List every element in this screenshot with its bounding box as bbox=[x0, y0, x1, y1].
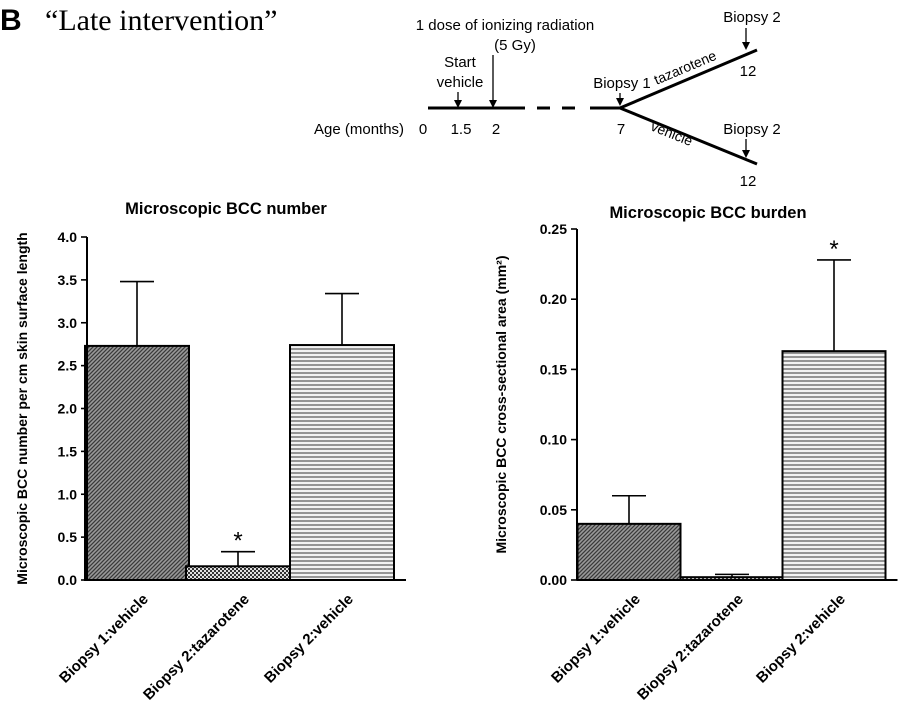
radiation-label-line2: (5 Gy) bbox=[494, 37, 536, 54]
chart-title: Microscopic BCC number bbox=[125, 200, 327, 218]
y-tick-label: 2.5 bbox=[58, 358, 78, 374]
category-label: Biopsy 1:vehicle bbox=[56, 591, 152, 687]
category-label: Biopsy 2:tazarotene bbox=[140, 591, 253, 704]
radiation-label-line1: 1 dose of ionizing radiation bbox=[416, 17, 594, 34]
significance-marker: * bbox=[829, 236, 838, 263]
start-vehicle-arrowhead bbox=[454, 100, 462, 108]
biopsy1-arrowhead bbox=[616, 98, 624, 106]
y-tick-label: 4.0 bbox=[58, 229, 78, 245]
biopsy1-label: Biopsy 1 bbox=[593, 75, 651, 92]
radiation-arrowhead bbox=[489, 100, 497, 108]
branch-tazarotene bbox=[619, 48, 758, 110]
age-tick-12-top: 12 bbox=[740, 63, 757, 80]
biopsy2-top-arrowhead bbox=[742, 42, 750, 50]
age-tick-2: 2 bbox=[492, 121, 500, 138]
biopsy2-bottom-arrowhead bbox=[742, 150, 750, 158]
y-axis-label: Microscopic BCC number per cm skin surfa… bbox=[14, 232, 30, 584]
start-label-line2: vehicle bbox=[437, 74, 484, 91]
category-label: Biopsy 1:vehicle bbox=[548, 591, 644, 687]
y-tick-label: 1.0 bbox=[58, 486, 78, 502]
y-tick-label: 1.5 bbox=[58, 443, 78, 459]
y-tick-label: 0.20 bbox=[540, 291, 567, 307]
age-tick-12-bottom: 12 bbox=[740, 173, 757, 190]
y-axis-label: Microscopic BCC cross-sectional area (mm… bbox=[493, 256, 509, 554]
category-label: Biopsy 2:vehicle bbox=[261, 591, 357, 687]
timeline: 1 dose of ionizing radiation (5 Gy) Star… bbox=[314, 9, 781, 190]
y-tick-label: 0.15 bbox=[540, 361, 567, 377]
age-tick-7: 7 bbox=[617, 121, 625, 138]
y-tick-label: 2.0 bbox=[58, 401, 78, 417]
biopsy2-bottom-label: Biopsy 2 bbox=[723, 121, 781, 138]
branch-vehicle bbox=[619, 106, 758, 166]
age-tick-1-5: 1.5 bbox=[451, 121, 472, 138]
category-label: Biopsy 2:vehicle bbox=[753, 591, 849, 687]
biopsy2-top-label: Biopsy 2 bbox=[723, 9, 781, 26]
y-tick-label: 0.5 bbox=[58, 529, 78, 545]
panel-letter: B bbox=[0, 4, 22, 37]
bar bbox=[185, 565, 291, 582]
y-tick-label: 3.0 bbox=[58, 315, 78, 331]
chart-bcc-burden: Microscopic BCC burden Microscopic BCC cr… bbox=[493, 204, 898, 704]
branch-vehicle-label: vehicle bbox=[649, 118, 696, 149]
y-tick-label: 3.5 bbox=[58, 272, 78, 288]
y-tick-label: 0.10 bbox=[540, 432, 567, 448]
bar bbox=[781, 350, 887, 582]
bar bbox=[84, 344, 190, 581]
panel-title: “Late intervention” bbox=[45, 4, 277, 37]
chart-bcc-number: Microscopic BCC number Microscopic BCC nu… bbox=[14, 200, 406, 704]
age-label: Age (months) bbox=[314, 121, 404, 138]
bar bbox=[576, 522, 682, 582]
significance-marker: * bbox=[233, 528, 242, 555]
y-tick-label: 0.25 bbox=[540, 221, 567, 237]
y-tick-label: 0.0 bbox=[58, 572, 78, 588]
age-tick-0: 0 bbox=[419, 121, 427, 138]
y-tick-label: 0.00 bbox=[540, 572, 567, 588]
y-tick-label: 0.05 bbox=[540, 502, 567, 518]
category-label: Biopsy 2:tazarotene bbox=[634, 591, 747, 704]
chart-title: Microscopic BCC burden bbox=[609, 204, 806, 222]
start-label-line1: Start bbox=[444, 54, 477, 71]
bar bbox=[289, 344, 395, 582]
